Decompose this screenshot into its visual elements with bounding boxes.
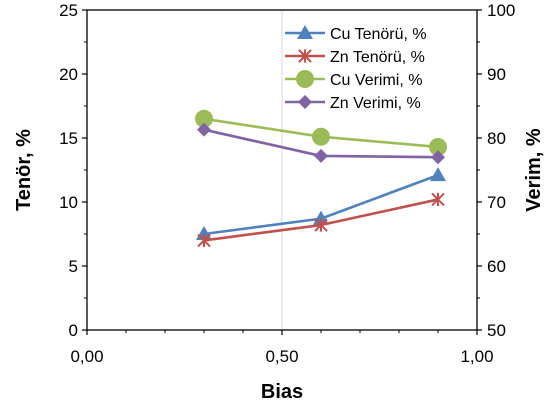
left-axis-title: Tenör, % (13, 129, 35, 211)
left-tick-label: 5 (69, 257, 78, 276)
legend-label: Cu Tenörü, % (330, 26, 427, 43)
data-point (298, 49, 312, 63)
data-point (312, 127, 330, 146)
legend-label: Cu Verimi, % (330, 72, 422, 89)
right-tick-label: 70 (487, 193, 506, 212)
legend: Cu Tenörü, % Zn Tenörü, % Cu Verimi, % Zn V… (285, 25, 427, 112)
series-3 (195, 109, 447, 156)
left-tick-label: 15 (59, 129, 78, 148)
data-point (298, 95, 312, 109)
legend-label: Zn Tenörü, % (330, 49, 425, 66)
left-tick-label: 20 (59, 65, 78, 84)
data-point (429, 137, 447, 156)
data-point (314, 148, 328, 163)
axes (82, 9, 482, 335)
series-layer (195, 109, 447, 248)
left-tick-label: 25 (59, 1, 78, 20)
right-tick-label: 100 (487, 1, 515, 20)
data-point (296, 70, 314, 88)
right-tick-label: 80 (487, 129, 506, 148)
legend-item: Cu Verimi, % (285, 70, 422, 89)
data-point (314, 218, 328, 232)
right-tick-label: 90 (487, 65, 506, 84)
right-tick-label: 50 (487, 321, 506, 340)
data-point (197, 122, 211, 137)
legend-item: Cu Tenörü, % (285, 25, 427, 43)
x-tick-label: 1,00 (460, 347, 493, 366)
series-4 (197, 122, 445, 165)
left-tick-label: 0 (69, 321, 78, 340)
data-point (195, 109, 213, 128)
tick-labels: 0 5 10 15 20 25 50 60 70 80 90 100 0,00 0,50 1,00 (59, 1, 515, 366)
x-tick-label: 0,00 (70, 347, 103, 366)
right-tick-label: 60 (487, 257, 506, 276)
data-point (297, 25, 313, 39)
data-point (430, 167, 446, 182)
series-2 (197, 192, 445, 248)
right-axis-title: Verim, % (523, 128, 545, 212)
data-point (197, 233, 211, 248)
left-tick-label: 10 (59, 193, 78, 212)
x-tick-label: 0,50 (265, 347, 298, 366)
data-point (431, 150, 445, 165)
legend-item: Zn Tenörü, % (285, 49, 425, 66)
data-point (431, 192, 445, 207)
legend-item: Zn Verimi, % (285, 95, 421, 112)
x-axis-title: Bias (261, 381, 303, 403)
legend-label: Zn Verimi, % (330, 95, 421, 112)
